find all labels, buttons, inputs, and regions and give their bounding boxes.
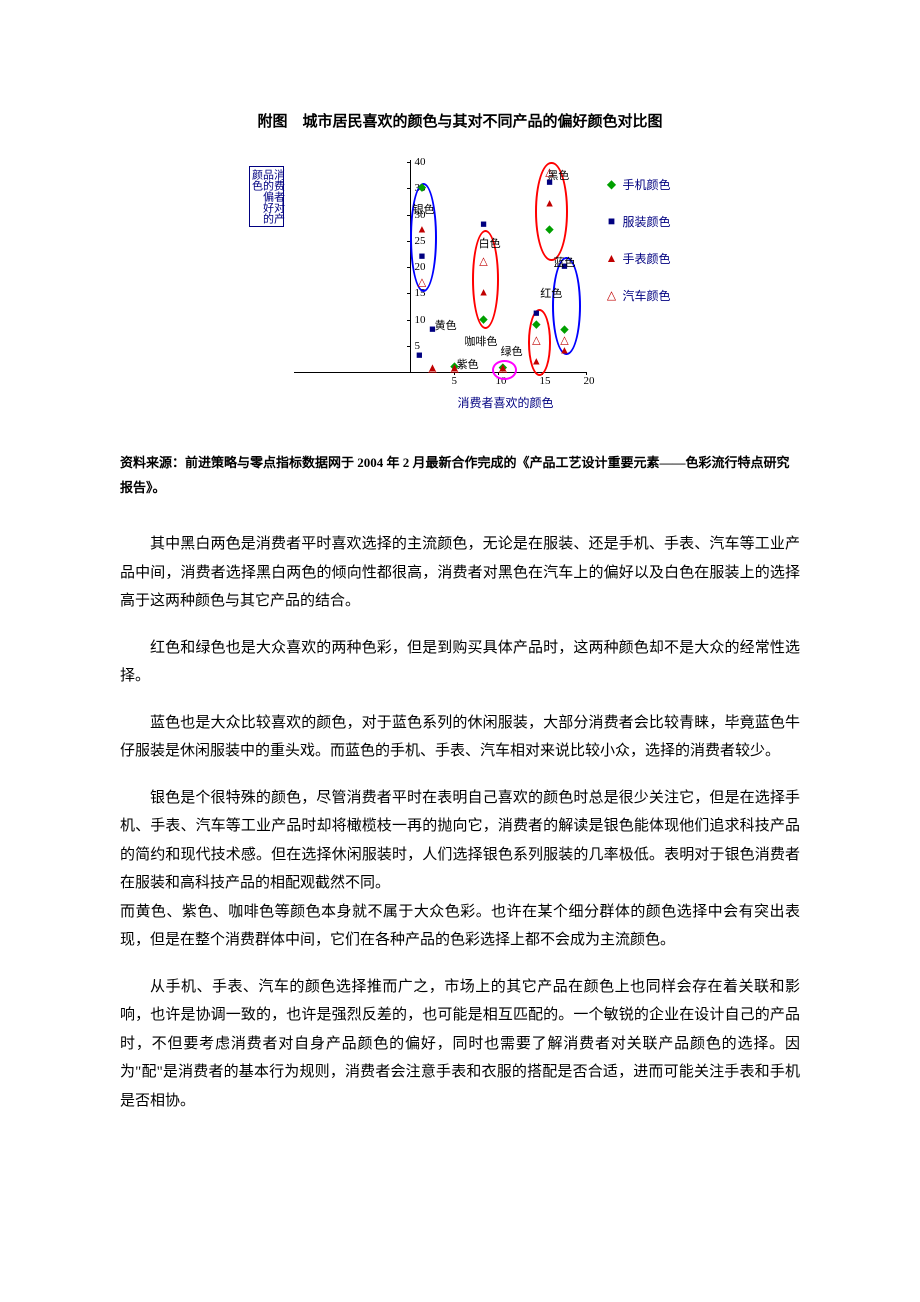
legend-item: ■服装颜色: [604, 213, 670, 230]
legend-item: △汽车颜色: [604, 287, 670, 304]
legend: ◆手机颜色 ■服装颜色 ▲手表颜色 △汽车颜色: [604, 176, 670, 411]
paragraph: 蓝色也是大众比较喜欢的颜色，对于蓝色系列的休闲服装，大部分消费者会比较青睐，毕竟…: [120, 709, 800, 766]
document-page: 附图 城市居民喜欢的颜色与其对不同产品的偏好颜色对比图 消费者对产品的偏好的颜色…: [120, 110, 800, 1115]
paragraph: 红色和绿色也是大众喜欢的两种色彩，但是到购买具体产品时，这两种颜色却不是大众的经…: [120, 634, 800, 691]
chart-figure: 消费者对产品的偏好的颜色 5101520253035405101520◆■▲△◆…: [120, 156, 800, 411]
legend-item: ▲手表颜色: [604, 250, 670, 267]
y-axis-label: 消费者对产品的偏好的颜色: [249, 166, 284, 227]
paragraph: 银色是个很特殊的颜色，尽管消费者平时在表明自己喜欢的颜色时总是很少关注它，但是在…: [120, 784, 800, 898]
figure-title: 附图 城市居民喜欢的颜色与其对不同产品的偏好颜色对比图: [120, 110, 800, 131]
paragraph: 从手机、手表、汽车的颜色选择推而广之，市场上的其它产品在颜色上也同样会存在着关联…: [120, 973, 800, 1116]
paragraph: 而黄色、紫色、咖啡色等颜色本身就不属于大众色彩。也许在某个细分群体的颜色选择中会…: [120, 898, 800, 955]
x-axis-label: 消费者喜欢的颜色: [457, 394, 553, 411]
scatter-plot: 5101520253035405101520◆■▲△◆■▲△◆■▲△◆■▲△◆■…: [290, 156, 590, 386]
source-citation: 资料来源：前进策略与零点指标数据网于 2004 年 2 月最新合作完成的《产品工…: [120, 451, 800, 500]
paragraph: 其中黑白两色是消费者平时喜欢选择的主流颜色，无论是在服装、还是手机、手表、汽车等…: [120, 530, 800, 616]
legend-item: ◆手机颜色: [604, 176, 670, 193]
